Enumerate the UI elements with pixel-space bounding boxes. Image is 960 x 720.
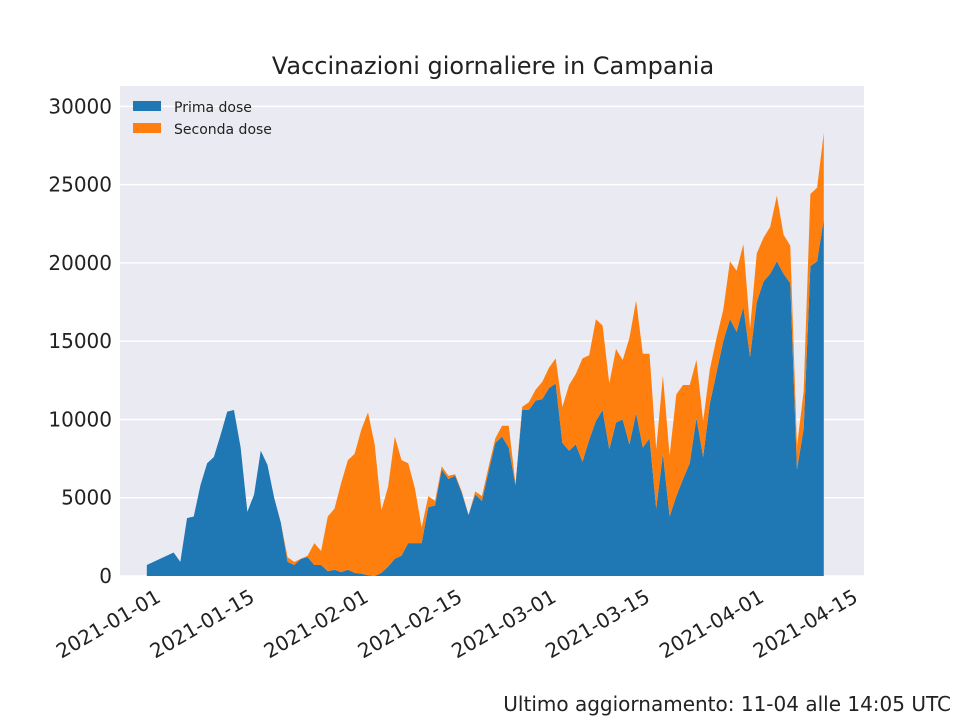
y-tick-label: 30000 (48, 94, 112, 118)
y-tick-label: 0 (99, 564, 112, 588)
y-tick-label: 20000 (48, 251, 112, 275)
series-prima-dose-area (146, 219, 824, 577)
x-tick-label: 2021-01-15 (146, 584, 259, 663)
legend-label-prima-dose: Prima dose (174, 100, 252, 116)
x-tick-label: 2021-03-01 (447, 584, 560, 663)
data-areas (146, 132, 824, 577)
y-axis: 0 5000 10000 15000 20000 25000 30000 (48, 94, 112, 588)
last-update-note: Ultimo aggiornamento: 11-04 alle 14:05 U… (503, 692, 951, 716)
x-tick-label: 2021-03-15 (541, 584, 654, 663)
y-tick-label: 10000 (48, 407, 112, 431)
x-tick-label: 2021-01-01 (52, 584, 165, 663)
x-tick-label: 2021-04-15 (749, 584, 862, 663)
legend-swatch-prima-dose (133, 101, 161, 111)
legend: Prima dose Seconda dose (133, 100, 272, 138)
legend-label-seconda-dose: Seconda dose (174, 122, 272, 138)
legend-swatch-seconda-dose (133, 123, 161, 133)
y-tick-label: 25000 (48, 173, 112, 197)
x-tick-label: 2021-04-01 (655, 584, 768, 663)
x-tick-label: 2021-02-15 (353, 584, 466, 663)
series-seconda-dose-area (146, 132, 824, 577)
x-tick-label: 2021-02-01 (260, 584, 373, 663)
y-tick-label: 5000 (61, 486, 112, 510)
y-tick-label: 15000 (48, 329, 112, 353)
chart-title: Vaccinazioni giornaliere in Campania (272, 52, 714, 80)
